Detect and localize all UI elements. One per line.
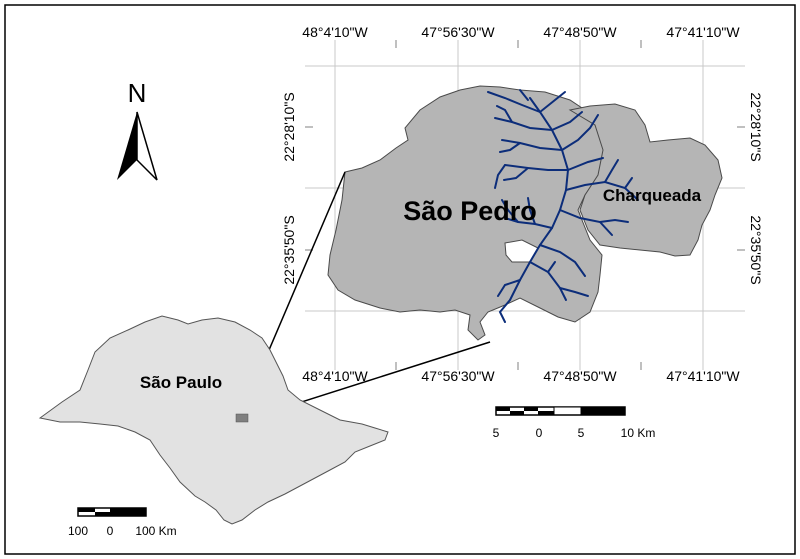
charqueada-label: Charqueada xyxy=(603,186,702,205)
lon-label-top-4: 47°41'10"W xyxy=(666,24,740,40)
sao-pedro-polygon xyxy=(327,85,606,341)
top-longitude-labels: 48°4'10"W 47°56'30"W 47°48'50"W 47°41'10… xyxy=(302,24,740,40)
left-latitude-labels: 22°28'10"S 22°35'50"S xyxy=(281,92,297,284)
lon-label-top-1: 48°4'10"W xyxy=(302,24,368,40)
lon-label-top-3: 47°48'50"W xyxy=(543,24,617,40)
drainage-network xyxy=(487,89,639,323)
lat-label-right-2: 22°35'50"S xyxy=(748,215,764,284)
bottom-longitude-labels: 48°4'10"W 47°56'30"W 47°48'50"W 47°41'10… xyxy=(302,368,740,384)
state-scale-label-2: 0 xyxy=(107,524,114,538)
north-label: N xyxy=(128,78,147,108)
detail-scale-label-3: 5 xyxy=(578,426,585,440)
sao-paulo-label: São Paulo xyxy=(140,373,222,392)
location-highlight xyxy=(235,413,249,423)
lat-label-left-2: 22°35'50"S xyxy=(281,215,297,284)
lat-label-left-1: 22°28'10"S xyxy=(281,92,297,161)
lon-label-bottom-3: 47°48'50"W xyxy=(543,368,617,384)
lat-label-right-1: 22°28'10"S xyxy=(748,92,764,161)
lon-label-bottom-4: 47°41'10"W xyxy=(666,368,740,384)
graticule-ticks xyxy=(305,40,745,370)
detail-scale-label-2: 0 xyxy=(536,426,543,440)
lon-label-bottom-2: 47°56'30"W xyxy=(421,368,495,384)
sao-paulo-state-polygon xyxy=(38,315,389,525)
sao-pedro-label: São Pedro xyxy=(403,196,537,226)
north-arrow-icon: N xyxy=(117,78,158,181)
lon-label-top-2: 47°56'30"W xyxy=(421,24,495,40)
state-scalebar: 100 0 100 Km xyxy=(68,507,177,538)
detail-scalebar: 5 0 5 10 Km xyxy=(493,406,656,440)
lon-label-bottom-1: 48°4'10"W xyxy=(302,368,368,384)
state-scale-label-3: 100 Km xyxy=(135,524,176,538)
detail-scale-label-1: 5 xyxy=(493,426,500,440)
state-scale-label-1: 100 xyxy=(68,524,88,538)
right-latitude-labels: 22°28'10"S 22°35'50"S xyxy=(748,92,764,284)
detail-scale-label-4: 10 Km xyxy=(621,426,656,440)
charqueada-polygon xyxy=(568,103,723,257)
